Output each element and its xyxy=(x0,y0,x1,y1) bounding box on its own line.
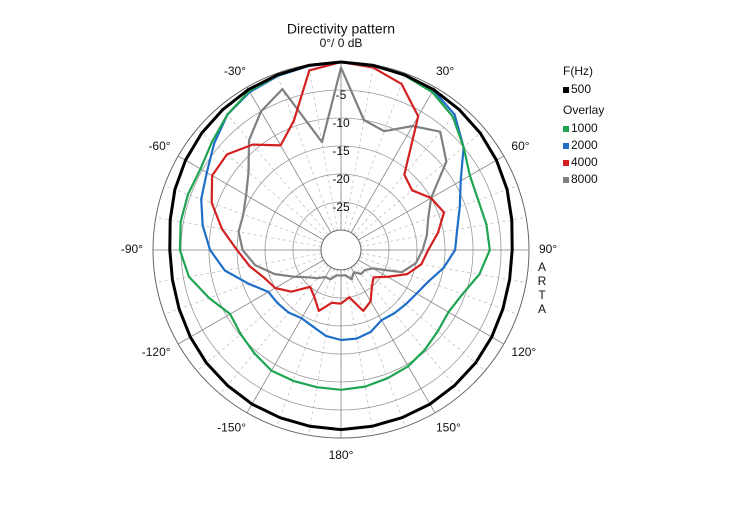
theta-tick-label: -60° xyxy=(148,139,170,153)
grid-spoke xyxy=(177,259,324,345)
legend-swatch xyxy=(563,143,569,149)
legend-swatch xyxy=(563,177,569,183)
legend-swatch xyxy=(563,87,569,93)
theta-tick-label: 150° xyxy=(436,421,461,435)
legend-label: 2000 xyxy=(571,138,598,152)
watermark-letter: T xyxy=(538,288,546,302)
theta-tick-label: 60° xyxy=(511,139,529,153)
r-tick-label: -10 xyxy=(332,116,350,130)
legend-swatch xyxy=(563,160,569,166)
theta-tick-label: 120° xyxy=(511,345,536,359)
theta-tick-label: -30° xyxy=(224,64,246,78)
chart-title: Directivity pattern xyxy=(287,21,395,37)
series-line xyxy=(178,60,491,391)
series-line xyxy=(168,60,514,432)
legend-title: Overlay xyxy=(563,103,604,117)
watermark-letter: A xyxy=(538,302,546,316)
labels: -5 -10 -15 -20 -25 0°/ 0 dB 30° 60° 90° 120° 150° 1… xyxy=(121,36,605,462)
plot xyxy=(168,60,514,432)
grid-spoke xyxy=(358,259,505,345)
theta-tick-label: 180° xyxy=(329,448,354,462)
theta-tick-label: -150° xyxy=(217,421,246,435)
theta-tick-label: 30° xyxy=(436,64,454,78)
legend-title: F(Hz) xyxy=(563,64,593,78)
grid xyxy=(152,61,530,439)
grid-spoke xyxy=(350,267,436,414)
grid-spoke xyxy=(246,267,332,414)
theta-tick-label: 90° xyxy=(539,242,557,256)
theta-tick-label: 0°/ 0 dB xyxy=(320,36,363,50)
legend-swatch xyxy=(563,126,569,132)
r-tick-label: -25 xyxy=(332,200,350,214)
series-line xyxy=(237,66,448,281)
legend-label: 1000 xyxy=(571,121,598,135)
legend-label: 4000 xyxy=(571,155,598,169)
theta-tick-label: -120° xyxy=(142,345,171,359)
theta-tick-label: -90° xyxy=(121,242,143,256)
legend-label: 8000 xyxy=(571,172,598,186)
r-tick-label: -20 xyxy=(332,172,350,186)
r-tick-label: -15 xyxy=(332,144,350,158)
grid-spoke xyxy=(246,86,332,233)
watermark-letter: A xyxy=(538,260,546,274)
r-tick-label: -5 xyxy=(336,88,347,102)
grid-spoke xyxy=(350,86,436,233)
grid-spoke xyxy=(177,155,324,241)
range-ring xyxy=(320,229,362,271)
legend-label: 500 xyxy=(571,82,591,96)
watermark-letter: R xyxy=(538,274,547,288)
